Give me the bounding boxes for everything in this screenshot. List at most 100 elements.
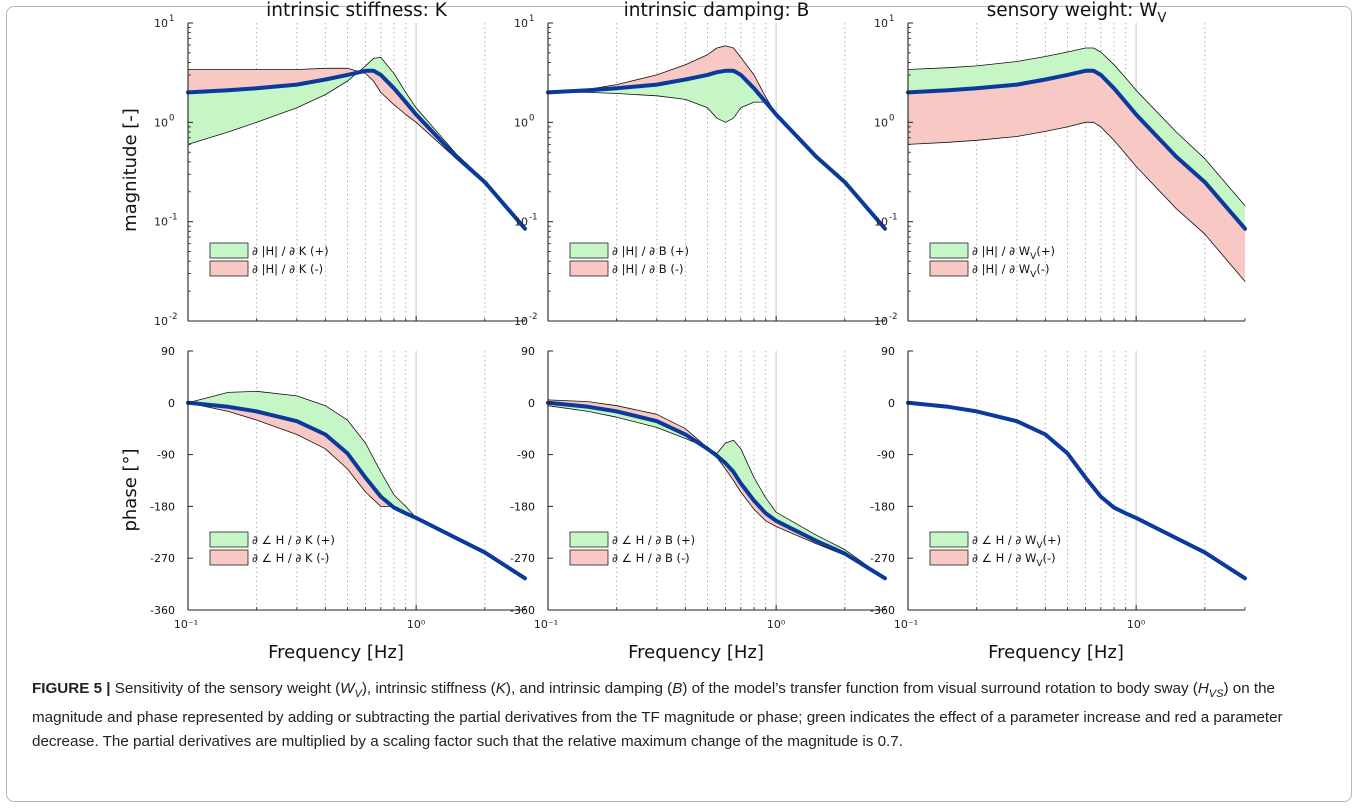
y-tick-label: -270 <box>150 552 175 565</box>
y-tick-label: -270 <box>870 552 895 565</box>
legend-swatch-decrease <box>929 549 969 566</box>
y-tick-label: 10 <box>514 17 528 30</box>
legend-label: ∂ ∠ H / ∂ K (-) <box>252 551 329 565</box>
legend-label: ∂ ∠ H / ∂ WV(+) <box>972 533 1061 551</box>
y-tick-exponent: -2 <box>889 312 897 322</box>
caption-part: V <box>354 688 362 701</box>
caption-part: Sensitivity of the sensory weight ( <box>114 680 341 697</box>
x-tick-label: 10⁰ <box>407 618 426 631</box>
legend-swatch-decrease <box>569 260 609 277</box>
legend-label: ∂ |H| / ∂ K (+) <box>252 244 329 258</box>
decrease-band <box>188 68 525 229</box>
x-axis-label: Frequency [Hz] <box>268 642 404 663</box>
y-tick-label: 90 <box>881 345 895 358</box>
legend-swatch-decrease <box>569 549 609 566</box>
legend-swatch-increase <box>929 531 969 548</box>
y-tick-label: -180 <box>510 500 535 513</box>
tf-curve <box>546 68 887 231</box>
caption-part: B <box>672 680 683 697</box>
y-tick-label: 10 <box>874 116 888 129</box>
legend-swatch-increase <box>209 531 249 548</box>
x-tick-label: 10⁰ <box>767 618 786 631</box>
y-tick-exponent: 0 <box>529 113 534 123</box>
caption-part: H <box>1197 680 1209 697</box>
decrease-band-edge <box>187 67 526 230</box>
y-tick-label: -180 <box>150 500 175 513</box>
y-axis-label-magnitude: magnitude [-] <box>120 108 141 232</box>
increase-band <box>188 57 525 229</box>
y-tick-exponent: -2 <box>169 312 177 322</box>
legend-swatch-increase <box>929 242 969 259</box>
y-tick-label: 0 <box>888 397 895 410</box>
y-tick-label: 0 <box>168 397 175 410</box>
legend-swatch-decrease <box>209 549 249 566</box>
y-tick-label: -360 <box>510 604 535 617</box>
y-tick-label: 10 <box>514 216 528 229</box>
y-tick-label: 10 <box>514 116 528 129</box>
legend-swatch-decrease <box>929 260 969 277</box>
y-tick-label: 10 <box>154 116 168 129</box>
legend-label: ∂ ∠ H / ∂ K (+) <box>252 533 335 547</box>
caption-part: ), and intrinsic damping ( <box>505 680 673 697</box>
y-tick-label: 10 <box>154 216 168 229</box>
y-tick-exponent: -1 <box>169 213 177 223</box>
panel-title: intrinsic stiffness: K <box>266 0 448 21</box>
tf-curve <box>906 400 1247 581</box>
legend-swatch-increase <box>569 531 609 548</box>
x-tick-label: 10⁰ <box>1127 618 1146 631</box>
legend-label: ∂ |H| / ∂ WV(-) <box>972 262 1049 280</box>
y-tick-exponent: -1 <box>889 213 897 223</box>
x-tick-label: 10⁻¹ <box>894 618 918 631</box>
x-tick-label: 10⁻¹ <box>534 618 558 631</box>
increase-band <box>548 70 885 229</box>
x-tick-label: 10⁻¹ <box>174 618 198 631</box>
tf-curve <box>906 68 1247 231</box>
caption-part: VS <box>1208 688 1224 701</box>
y-tick-label: 10 <box>154 315 168 328</box>
increase-band-edge <box>187 57 526 230</box>
y-tick-exponent: 1 <box>529 14 534 24</box>
figure-label: FIGURE 5 | <box>32 680 111 697</box>
y-tick-label: -90 <box>157 449 175 462</box>
y-tick-label: -270 <box>510 552 535 565</box>
decrease-band <box>908 70 1245 282</box>
legend-label: ∂ |H| / ∂ K (-) <box>252 262 323 276</box>
x-axis-label: Frequency [Hz] <box>988 642 1124 663</box>
legend-swatch-increase <box>209 242 249 259</box>
y-tick-label: -180 <box>870 500 895 513</box>
legend-label: ∂ ∠ H / ∂ B (+) <box>612 533 695 547</box>
legend-label: ∂ |H| / ∂ B (-) <box>612 262 683 276</box>
caption-part: W <box>340 680 355 697</box>
y-tick-label: 90 <box>521 345 535 358</box>
y-tick-exponent: 1 <box>169 14 174 24</box>
y-tick-label: 10 <box>874 17 888 30</box>
legend-swatch-decrease <box>209 260 249 277</box>
y-tick-label: 0 <box>528 397 535 410</box>
figure-caption: FIGURE 5 | Sensitivity of the sensory we… <box>32 677 1342 754</box>
y-tick-label: 90 <box>161 345 175 358</box>
y-tick-label: -360 <box>870 604 895 617</box>
legend-label: ∂ |H| / ∂ WV(+) <box>972 244 1055 262</box>
caption-part: ) of the model’s transfer function from … <box>682 680 1198 697</box>
y-tick-exponent: 1 <box>889 14 894 24</box>
y-tick-label: 10 <box>874 216 888 229</box>
y-tick-label: -90 <box>877 449 895 462</box>
y-axis-label-phase: phase [°] <box>120 448 141 531</box>
caption-part: ), intrinsic stiffness ( <box>361 680 496 697</box>
y-tick-exponent: 0 <box>889 113 894 123</box>
increase-band <box>908 48 1245 229</box>
y-tick-exponent: -1 <box>529 213 537 223</box>
tf-curve <box>186 400 527 581</box>
y-tick-label: 10 <box>154 17 168 30</box>
tf-curve <box>546 400 887 581</box>
y-tick-exponent: -2 <box>529 312 537 322</box>
legend-label: ∂ ∠ H / ∂ WV(-) <box>972 551 1056 569</box>
y-tick-label: -360 <box>150 604 175 617</box>
legend-swatch-increase <box>569 242 609 259</box>
tf-curve <box>186 68 527 231</box>
y-tick-label: 10 <box>874 315 888 328</box>
